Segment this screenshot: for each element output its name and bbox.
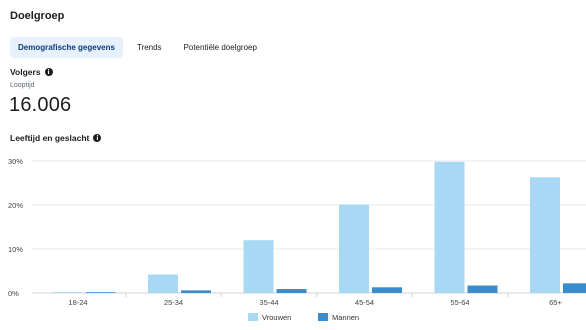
tab-trends[interactable]: Trends [136, 43, 162, 52]
age-gender-bar-chart: 0% 10% 20% 30% 18-24 25-34 35-44 45-54 55-64 65+ V… [8, 157, 586, 322]
tab-potential-audience[interactable]: Potentiële doelgroep [183, 43, 257, 52]
page-title: Doelgroep [10, 10, 65, 22]
bar-men [181, 290, 211, 293]
tab-demographics[interactable]: Demografische gegevens [10, 37, 123, 58]
bar-women [339, 204, 369, 293]
x-tick-label: 55-64 [450, 298, 469, 307]
bar-men [85, 292, 116, 293]
bar-men [563, 283, 586, 293]
bar-women [243, 240, 274, 293]
followers-count: 16.006 [9, 94, 72, 116]
y-tick-label: 20% [8, 201, 23, 210]
legend-swatch-men [318, 313, 328, 321]
x-tick-label: 65+ [549, 298, 562, 307]
legend-label-men: Mannen [332, 313, 359, 322]
y-tick-label: 10% [8, 245, 23, 254]
chart-heading: Leeftijd en geslacht i [10, 133, 102, 143]
x-tick-label: 35-44 [259, 298, 278, 307]
x-tick-label: 25-34 [164, 298, 183, 307]
bar-men [372, 287, 402, 293]
info-icon[interactable]: i [93, 134, 102, 142]
y-tick-label: 30% [8, 157, 23, 166]
followers-heading: Volgers i [10, 67, 53, 77]
followers-label: Volgers [10, 67, 41, 77]
info-icon[interactable]: i [44, 68, 53, 76]
x-tick-label: 18-24 [68, 298, 87, 307]
bar-men [467, 285, 498, 293]
period-label: Looptijd [10, 82, 35, 89]
bar-women [530, 177, 560, 293]
y-tick-label: 0% [8, 289, 19, 298]
bar-women [148, 274, 178, 293]
chart-section-label: Leeftijd en geslacht [10, 133, 90, 143]
legend-label-women: Vrouwen [262, 313, 291, 322]
x-tick-label: 45-54 [355, 298, 374, 307]
bar-women [434, 161, 465, 293]
bar-women [52, 292, 83, 293]
legend-swatch-women [248, 313, 258, 321]
bar-men [276, 289, 307, 293]
tab-bar: Demografische gegevens Trends Potentiële… [10, 37, 265, 58]
